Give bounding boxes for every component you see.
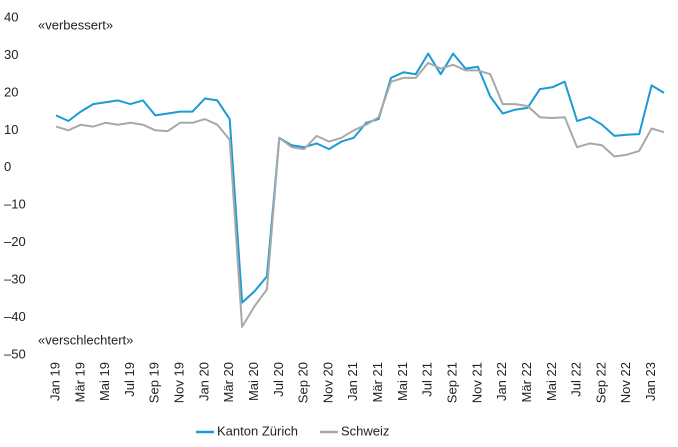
x-tick-label: Mai 21	[395, 362, 410, 401]
x-tick-label: Jan 21	[345, 362, 360, 401]
y-tick-label: –20	[4, 234, 26, 249]
y-tick-label: 10	[4, 122, 18, 137]
y-tick-label: –30	[4, 272, 26, 287]
x-tick-label: Mai 19	[97, 362, 112, 401]
x-tick-label: Jul 21	[420, 362, 435, 397]
x-tick-label: Jul 22	[569, 362, 584, 397]
x-tick-label: Jul 19	[122, 362, 137, 397]
y-tick-label: 40	[4, 9, 18, 24]
x-tick-label: Sep 20	[296, 362, 311, 403]
x-tick-label: Mär 22	[519, 362, 534, 402]
line-series	[55, 52, 665, 304]
x-tick-label: Mär 20	[221, 362, 236, 402]
x-tick-label: Sep 19	[147, 362, 162, 403]
annotation: «verschlechtert»	[38, 332, 133, 347]
y-tick-label: –10	[4, 197, 26, 212]
x-tick-label: Jan 22	[494, 362, 509, 401]
y-tick-label: 30	[4, 47, 18, 62]
x-tick-label: Sep 21	[444, 362, 459, 403]
x-tick-label: Jul 20	[271, 362, 286, 397]
y-tick-label: –40	[4, 309, 26, 324]
legend-label: Schweiz	[341, 423, 389, 438]
line-series	[55, 61, 665, 328]
x-tick-label: Jan 19	[47, 362, 62, 401]
annotation: «verbessert»	[38, 17, 113, 32]
y-tick-label: 0	[4, 159, 11, 174]
x-tick-label: Nov 20	[320, 362, 335, 403]
x-tick-label: Mär 21	[370, 362, 385, 402]
legend-label: Kanton Zürich	[217, 423, 298, 438]
x-tick-label: Sep 22	[593, 362, 608, 403]
x-tick-label: Mär 19	[72, 362, 87, 402]
x-tick-label: Nov 19	[172, 362, 187, 403]
y-tick-label: 20	[4, 84, 18, 99]
x-tick-label: Nov 22	[618, 362, 633, 403]
y-tick-label: –50	[4, 346, 26, 361]
x-tick-label: Mai 20	[246, 362, 261, 401]
x-tick-label: Mai 22	[544, 362, 559, 401]
x-tick-label: Jan 20	[196, 362, 211, 401]
x-tick-label: Nov 21	[469, 362, 484, 403]
x-tick-label: Jan 23	[643, 362, 658, 401]
